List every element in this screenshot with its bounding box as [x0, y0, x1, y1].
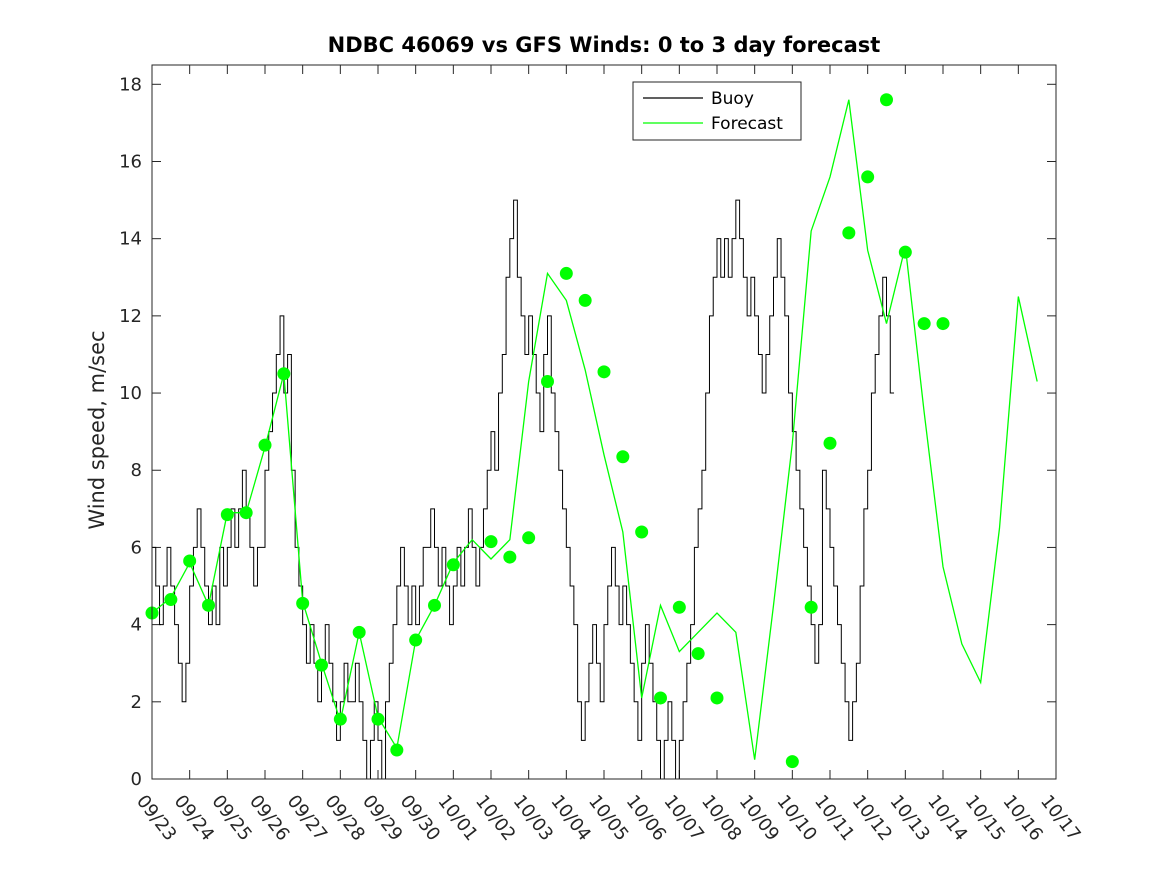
legend: Buoy Forecast	[632, 81, 802, 141]
plot-frame	[151, 64, 1057, 780]
legend-label: Forecast	[711, 114, 783, 134]
forecast-marker	[446, 558, 460, 572]
y-tick-label: 14	[119, 229, 142, 250]
forecast-marker	[277, 367, 291, 381]
forecast-marker	[710, 691, 724, 705]
forecast-marker	[616, 450, 630, 464]
forecast-marker	[352, 625, 366, 639]
forecast-marker	[409, 633, 423, 647]
forecast-marker	[654, 691, 667, 705]
forecast-series	[151, 99, 1038, 760]
forecast-marker	[333, 712, 347, 726]
forecast-marker	[578, 293, 592, 307]
y-axis: 0 2 4 6 8 10 12 14 16 18	[119, 74, 1056, 790]
buoy-line	[152, 199, 895, 780]
forecast-marker	[202, 598, 215, 612]
y-tick-label: 10	[119, 383, 142, 404]
y-axis-label: Wind speed, m/sec	[85, 330, 109, 529]
forecast-line	[151, 99, 1038, 760]
forecast-marker	[164, 593, 178, 607]
forecast-marker	[597, 365, 611, 379]
y-tick-label: 0	[131, 769, 142, 790]
forecast-marker	[315, 658, 328, 672]
forecast-marker	[428, 598, 441, 612]
legend-label: Buoy	[711, 89, 754, 109]
forecast-marker	[541, 374, 554, 388]
forecast-marker	[390, 743, 404, 757]
y-tick-label: 18	[119, 74, 142, 95]
forecast-marker	[239, 506, 253, 520]
legend-box	[632, 81, 802, 141]
y-tick-label: 16	[119, 151, 142, 172]
forecast-marker	[503, 550, 517, 564]
forecast-marker	[898, 245, 912, 259]
forecast-marker	[842, 226, 856, 240]
forecast-marker	[823, 436, 837, 450]
forecast-marker	[371, 712, 385, 726]
forecast-marker	[220, 508, 234, 522]
forecast-marker	[484, 535, 498, 549]
forecast-marker	[936, 317, 950, 331]
forecast-marker	[258, 438, 272, 452]
forecast-marker	[880, 93, 893, 107]
forecast-marker	[917, 317, 931, 331]
forecast-marker	[635, 525, 649, 539]
y-tick-label: 6	[131, 537, 142, 558]
forecast-marker	[559, 266, 573, 280]
forecast-markers	[145, 93, 950, 769]
y-tick-label: 4	[131, 615, 142, 636]
forecast-marker	[861, 170, 875, 184]
forecast-marker	[785, 755, 799, 769]
chart-title: NDBC 46069 vs GFS Winds: 0 to 3 day fore…	[328, 33, 881, 57]
buoy-series	[152, 199, 895, 780]
forecast-marker	[296, 596, 310, 610]
y-tick-label: 8	[131, 460, 142, 481]
y-tick-label: 2	[131, 692, 142, 713]
forecast-marker	[183, 554, 197, 568]
forecast-marker	[691, 647, 705, 661]
forecast-marker	[672, 600, 686, 614]
y-tick-label: 12	[119, 306, 142, 327]
forecast-marker	[804, 600, 818, 614]
forecast-marker	[522, 531, 536, 545]
